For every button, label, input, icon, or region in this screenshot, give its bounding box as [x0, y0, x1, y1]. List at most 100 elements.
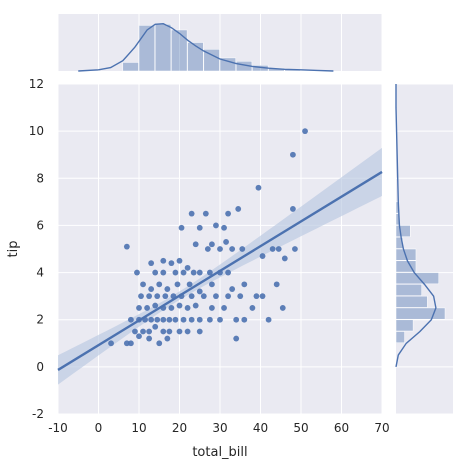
marginal-y-bar: [395, 319, 414, 332]
scatter-point: [281, 255, 288, 262]
scatter-point: [123, 340, 130, 347]
scatter-point: [221, 224, 227, 231]
scatter-point: [152, 323, 159, 330]
scatter-point: [152, 269, 159, 276]
marginal-x-kde: [78, 22, 334, 72]
scatter-point: [144, 305, 151, 311]
scatter-point: [148, 316, 155, 323]
scatter-point: [184, 305, 191, 311]
scatter-point: [249, 305, 256, 311]
confidence-band-area: [58, 147, 382, 385]
scatter-point: [202, 210, 209, 217]
scatter-point: [253, 293, 260, 300]
scatter-point: [162, 293, 169, 300]
x-axis-label: total_bill: [192, 445, 247, 460]
marginal-x-grid: [57, 14, 383, 71]
main-grid: [57, 83, 383, 415]
scatter-point: [275, 246, 282, 252]
scatter-point: [188, 293, 195, 300]
scatter-point: [176, 302, 183, 309]
marginal-x-bar: [187, 42, 204, 72]
scatter-point: [146, 328, 153, 335]
scatter-point: [225, 293, 232, 300]
scatter-point: [196, 328, 203, 335]
scatter-point: [259, 253, 266, 259]
y-tick-label: 4: [36, 266, 44, 280]
marginal-x-bar: [203, 49, 220, 72]
marginal-x-bar: [219, 57, 236, 72]
scatter-point: [200, 293, 207, 300]
scatter-point: [154, 316, 161, 323]
scatter-point: [140, 328, 146, 335]
scatter-point: [302, 128, 308, 135]
scatter-point: [132, 328, 138, 335]
scatter-point: [269, 246, 276, 252]
scatter-point: [108, 340, 114, 347]
scatter-point: [196, 316, 203, 323]
scatter-point: [255, 184, 262, 191]
scatter-point: [229, 286, 236, 292]
scatter-point: [186, 281, 193, 288]
scatter-point: [172, 269, 179, 276]
scatter-point: [192, 241, 199, 248]
scatter-point: [217, 246, 223, 252]
marginal-y-bar: [395, 272, 439, 285]
marginal-y-bar: [395, 260, 417, 273]
scatter-point: [136, 305, 142, 311]
scatter-point: [213, 222, 219, 229]
scatter-point: [160, 257, 167, 264]
x-tick-label: 10: [131, 421, 146, 435]
marginal-x-bar: [122, 62, 139, 72]
scatter-point: [209, 241, 215, 248]
scatter-point: [184, 328, 191, 335]
y-tick-label: 6: [36, 218, 44, 232]
scatter-point: [190, 269, 197, 276]
scatter-point: [204, 246, 211, 252]
marginal-x-bar: [171, 29, 188, 72]
scatter-point: [259, 293, 266, 300]
scatter-point: [188, 316, 195, 323]
marginal-y-bar: [395, 307, 446, 320]
marginal-y-bar: [395, 295, 428, 308]
marginal-y-kde-line: [395, 84, 437, 367]
scatter-point: [146, 293, 153, 300]
y-axis-label: tip: [6, 241, 21, 258]
scatter-point: [239, 246, 246, 252]
scatter-point: [176, 257, 183, 264]
scatter-point: [123, 243, 130, 250]
scatter-point: [180, 316, 187, 323]
x-tick-label: 30: [212, 421, 227, 435]
scatter-point: [229, 246, 236, 252]
scatter-point: [166, 328, 173, 335]
scatter-point: [154, 293, 161, 300]
x-tick-label: 0: [95, 421, 103, 435]
x-tick-label: 20: [172, 421, 187, 435]
scatter-point: [127, 340, 134, 347]
scatter-point: [160, 328, 167, 335]
scatter-point: [273, 281, 280, 288]
y-tick-label: 10: [29, 124, 44, 138]
scatter-point: [233, 335, 240, 342]
scatter-point: [136, 333, 142, 340]
scatter-point: [221, 305, 227, 311]
scatter-point: [148, 260, 155, 267]
scatter-point: [168, 260, 175, 267]
x-tick-label: 50: [293, 421, 308, 435]
scatter-point: [217, 316, 223, 323]
y-tick-label: 8: [36, 171, 44, 185]
scatter-point: [134, 269, 140, 276]
scatter-point: [225, 210, 232, 217]
scatter-point: [196, 288, 203, 295]
scatter-point: [156, 340, 163, 347]
scatter-point: [241, 281, 248, 288]
x-tick-label: 40: [253, 421, 268, 435]
scatter-point: [213, 293, 219, 300]
scatter-point: [225, 269, 232, 276]
scatter-point: [241, 316, 248, 323]
scatter-point: [164, 286, 171, 292]
y-tick-label: 2: [36, 313, 44, 327]
scatter-point: [180, 269, 187, 276]
scatter-point: [237, 293, 244, 300]
